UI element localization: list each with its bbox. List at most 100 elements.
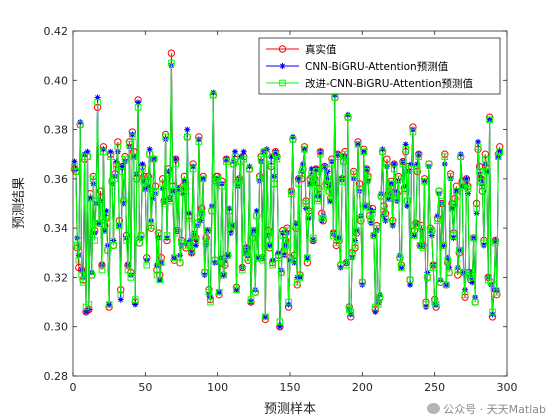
- series-improved-cnn-bigru-attention-point: [104, 247, 112, 254]
- y-axis-label: 预测结果: [12, 177, 27, 229]
- series-improved-cnn-bigru-attention-point: [295, 180, 302, 188]
- series-improved-cnn-bigru-attention-point: [354, 141, 362, 148]
- series-improved-cnn-bigru-attention-point: [259, 256, 266, 264]
- series-improved-cnn-bigru-attention-point: [159, 180, 166, 188]
- watermark-text: 公众号 · 天天Matlab: [443, 403, 546, 416]
- series-cnn-bigru-attention-point: [103, 207, 110, 214]
- series-improved-cnn-bigru-attention-point: [347, 308, 355, 316]
- axis-ticks: 0 50 100 150 200 250 300 0.28 0.30 0.32 0.34 0.36 0.…: [44, 25, 518, 394]
- series-cnn-bigru-attention-point: [71, 158, 78, 165]
- series-improved-cnn-bigru-attention-point: [440, 242, 447, 249]
- series-improved-cnn-bigru-attention-point: [468, 274, 476, 281]
- series-improved-cnn-bigru-attention-point: [240, 155, 248, 163]
- series-cnn-bigru-attention-point: [308, 166, 315, 172]
- x-tick-label: 150: [280, 381, 301, 394]
- series-improved-cnn-bigru-attention-point: [127, 274, 135, 281]
- series-improved-cnn-bigru-attention-point: [282, 242, 289, 249]
- y-tick-label: 0.36: [44, 173, 69, 186]
- series-improved-cnn-bigru-attention-point: [101, 227, 109, 234]
- series-improved-cnn-bigru-attention-point: [75, 256, 83, 264]
- series-improved-cnn-bigru-attention-point: [183, 133, 191, 141]
- series-improved-cnn-bigru-attention-point: [152, 187, 159, 195]
- series-improved-cnn-bigru-attention-point: [94, 99, 101, 106]
- series-improved-cnn-bigru-attention-point: [231, 153, 239, 160]
- series-cnn-bigru-attention-point: [496, 148, 503, 155]
- series-improved-cnn-bigru-attention-point: [351, 242, 359, 249]
- series-improved-cnn-bigru-attention-point: [476, 168, 483, 175]
- series-cnn-bigru-attention-point: [255, 254, 262, 261]
- series-improved-cnn-bigru-attention-point: [390, 165, 398, 173]
- series-improved-cnn-bigru-attention-point: [309, 234, 317, 242]
- series-cnn-bigru-attention-point: [94, 94, 101, 101]
- series-improved-cnn-bigru-attention-point: [321, 165, 329, 173]
- series-improved-cnn-bigru-attention-point: [348, 251, 356, 259]
- series-improved-cnn-bigru-attention-point: [357, 214, 365, 222]
- series-cnn-bigru-attention-point: [315, 193, 322, 200]
- legend-marker: [279, 63, 286, 69]
- series-cnn-bigru-attention-point: [469, 279, 476, 286]
- series-improved-cnn-bigru-attention-point: [492, 239, 499, 247]
- series-improved-cnn-bigru-attention-point: [147, 222, 155, 229]
- series-improved-cnn-bigru-attention-point: [121, 155, 129, 163]
- series-improved-cnn-bigru-attention-point: [312, 168, 320, 175]
- series-cnn-bigru-attention-point: [192, 242, 199, 249]
- series-improved-cnn-bigru-attention-point: [338, 178, 346, 185]
- y-tick-label: 0.40: [44, 74, 69, 87]
- series-improved-cnn-bigru-attention-point: [100, 148, 107, 156]
- series-improved-cnn-bigru-attention-point: [376, 293, 383, 301]
- series-cnn-bigru-attention-point: [297, 274, 304, 281]
- legend-label: 改进-CNN-BiGRU-Attention预测值: [305, 77, 473, 90]
- series-improved-cnn-bigru-attention-point: [114, 143, 122, 151]
- series-improved-cnn-bigru-attention-point: [428, 227, 436, 234]
- series-improved-cnn-bigru-attention-point: [496, 148, 504, 156]
- series-improved-cnn-bigru-attention-point: [393, 195, 401, 202]
- wechat-icon: [427, 403, 441, 414]
- x-tick-label: 250: [424, 381, 445, 394]
- series-improved-cnn-bigru-attention-point: [302, 200, 310, 207]
- series-improved-cnn-bigru-attention-point: [373, 224, 381, 232]
- series-improved-cnn-bigru-attention-point: [471, 298, 479, 306]
- series-improved-cnn-bigru-attention-point: [265, 229, 272, 237]
- series-cnn-bigru-attention-point: [117, 296, 124, 303]
- series-improved-cnn-bigru-attention-point: [350, 170, 357, 178]
- series-improved-cnn-bigru-attention-point: [424, 274, 431, 281]
- series-improved-cnn-bigru-attention-point: [479, 182, 486, 190]
- series-improved-cnn-bigru-attention-point: [120, 197, 127, 205]
- series-improved-cnn-bigru-attention-point: [247, 296, 255, 303]
- series-improved-cnn-bigru-attention-point: [179, 185, 187, 193]
- series-improved-cnn-bigru-attention-point: [369, 210, 376, 217]
- series-improved-cnn-bigru-attention-point: [292, 222, 300, 229]
- series-improved-cnn-bigru-attention-point: [243, 249, 250, 257]
- series-improved-cnn-bigru-attention-point: [185, 214, 193, 222]
- series-improved-cnn-bigru-attention-point: [233, 286, 240, 294]
- series-cnn-bigru-attention-point: [295, 175, 302, 182]
- series-cnn-bigru-attention-point: [391, 161, 398, 168]
- series-improved-cnn-bigru-attention-point: [442, 281, 450, 289]
- series-improved-cnn-bigru-attention-point: [447, 173, 454, 180]
- series-improved-cnn-bigru-attention-point: [227, 227, 234, 234]
- series-improved-cnn-bigru-attention-point: [276, 318, 284, 326]
- series-improved-cnn-bigru-attention-point: [367, 217, 375, 225]
- series-improved-cnn-bigru-attention-point: [493, 288, 501, 296]
- series-improved-cnn-bigru-attention-point: [353, 227, 360, 234]
- series-improved-cnn-bigru-attention-point: [118, 168, 126, 175]
- series-true-values-point: [167, 49, 176, 57]
- series-improved-cnn-bigru-attention-point: [356, 185, 363, 193]
- series-cnn-bigru-attention-point: [107, 148, 114, 155]
- series-cnn-bigru-attention-point: [172, 156, 179, 163]
- series-improved-cnn-bigru-attention-point: [464, 185, 472, 193]
- series-improved-cnn-bigru-attention-point: [195, 138, 203, 146]
- series-improved-cnn-bigru-attention-point: [382, 214, 389, 222]
- series-improved-cnn-bigru-attention-point: [244, 254, 252, 262]
- series-improved-cnn-bigru-attention-point: [374, 301, 382, 308]
- series-improved-cnn-bigru-attention-point: [170, 254, 178, 262]
- series-cnn-bigru-attention-point: [146, 146, 153, 153]
- series-improved-cnn-bigru-attention-point: [139, 165, 146, 173]
- series-cnn-bigru-attention-point: [184, 126, 191, 133]
- series-improved-cnn-bigru-attention-point: [359, 279, 366, 286]
- series-improved-cnn-bigru-attention-point: [115, 222, 123, 229]
- series-improved-cnn-bigru-attention-point: [129, 133, 136, 141]
- series-improved-cnn-bigru-attention-point: [425, 160, 433, 168]
- series-improved-cnn-bigru-attention-point: [360, 148, 368, 156]
- series-improved-cnn-bigru-attention-point: [163, 232, 171, 239]
